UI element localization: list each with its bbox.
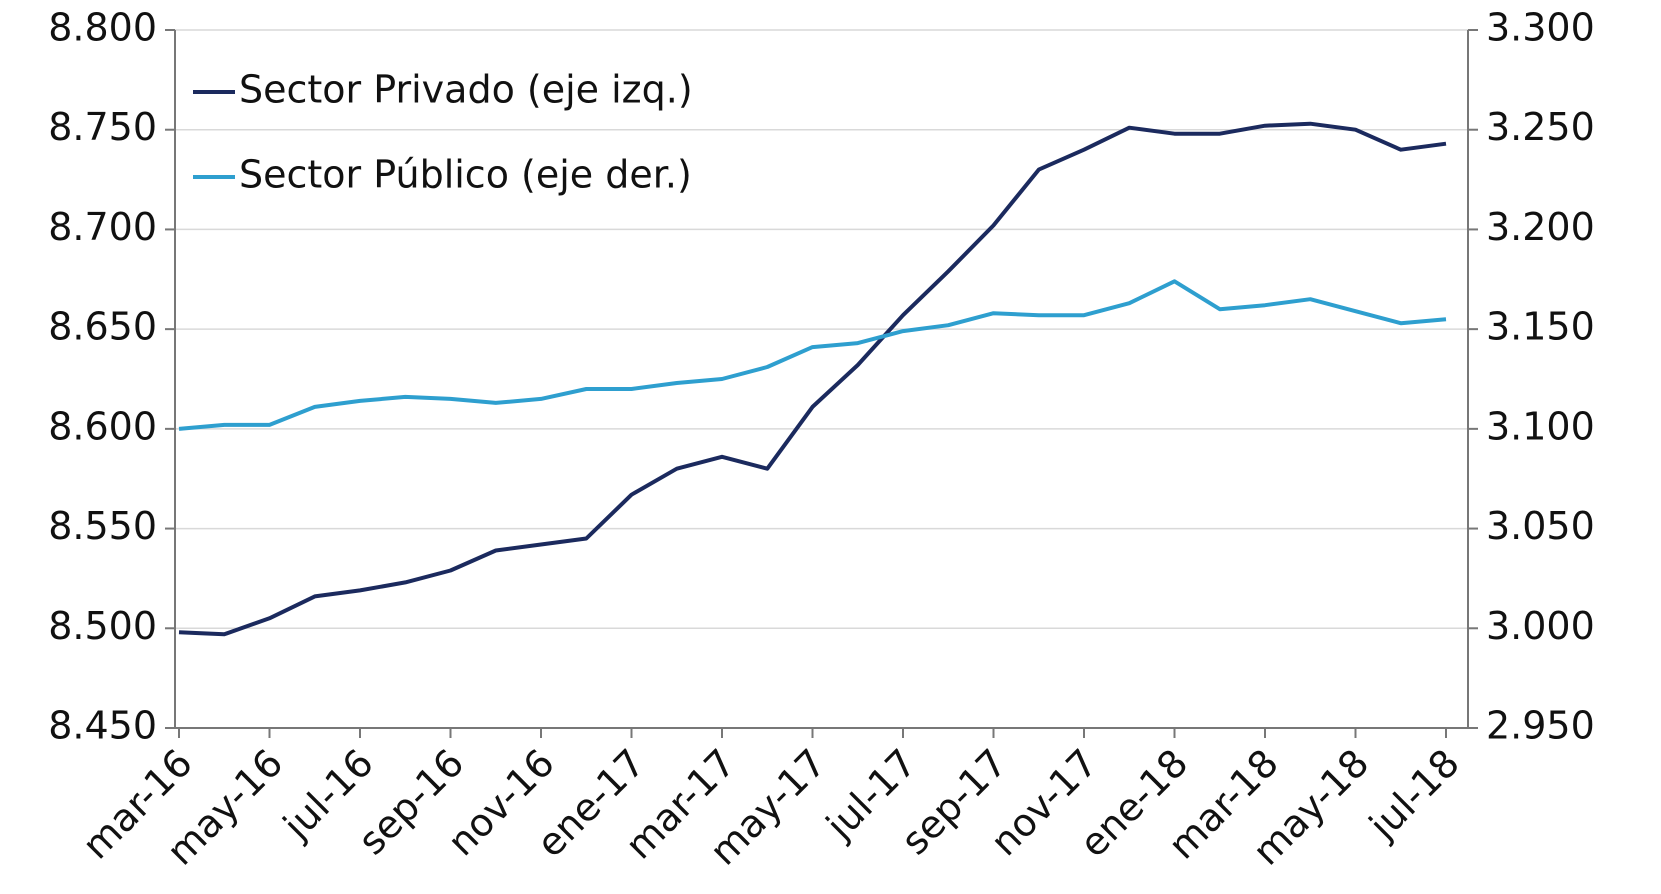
y2-tick-label: 3.200	[1486, 205, 1595, 249]
y-tick-label: 8.600	[48, 404, 157, 448]
y2-tick-label: 3.250	[1486, 105, 1595, 149]
legend-label: Sector Público (eje der.)	[239, 153, 692, 197]
y-tick-label: 8.800	[48, 6, 157, 50]
legend-label: Sector Privado (eje izq.)	[239, 68, 693, 112]
y-tick-label: 8.450	[48, 704, 157, 748]
y2-tick-label: 3.100	[1486, 404, 1595, 448]
y-tick-label: 8.650	[48, 305, 157, 349]
y-tick-label: 8.550	[48, 504, 157, 548]
x-tick-label: jul-18	[1360, 741, 1468, 849]
series-line	[178, 279, 1447, 431]
y2-tick-label: 3.000	[1486, 604, 1595, 648]
y2-tick-label: 3.150	[1486, 305, 1595, 349]
series-line	[178, 121, 1447, 637]
y2-tick-label: 3.300	[1486, 6, 1595, 50]
y2-tick-label: 3.050	[1486, 504, 1595, 548]
y2-tick-label: 2.950	[1486, 704, 1595, 748]
y-tick-label: 8.700	[48, 205, 157, 249]
y-tick-label: 8.500	[48, 604, 157, 648]
y-tick-label: 8.750	[48, 105, 157, 149]
